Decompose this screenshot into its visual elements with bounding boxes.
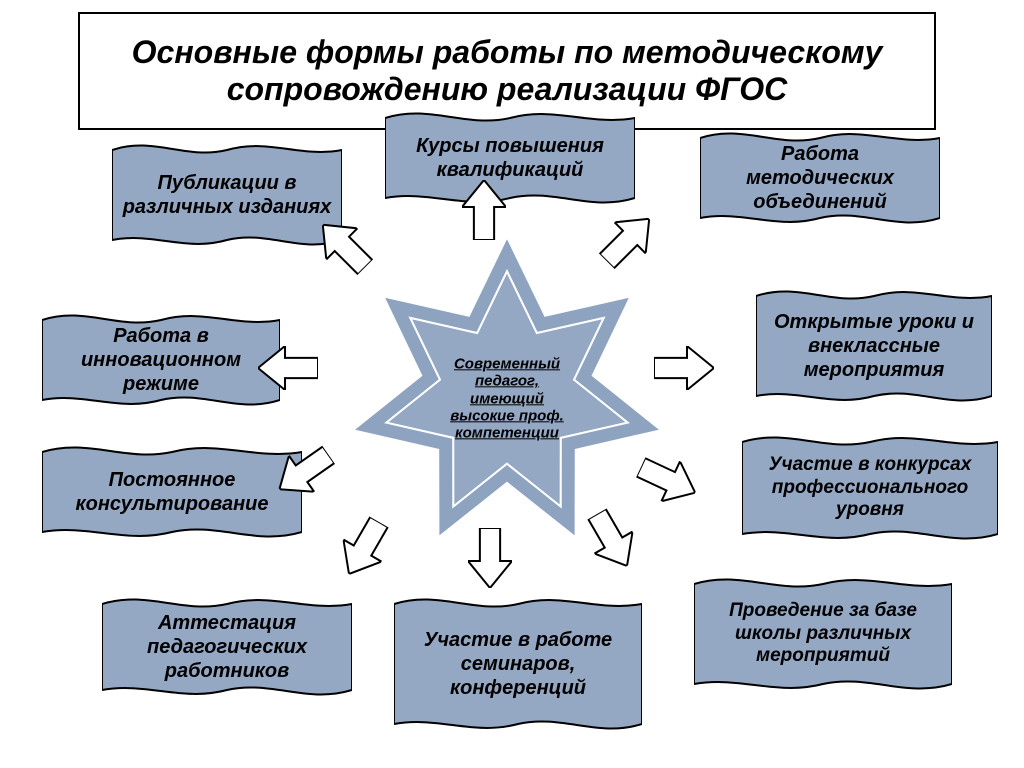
arrow-0	[462, 180, 506, 240]
center-star-text: Современный педагог, имеющий высокие про…	[437, 355, 577, 441]
arrow-3	[258, 346, 318, 390]
node-n-bm: Участие в работе семинаров, конференций	[394, 594, 642, 734]
node-label: Работа в инновационном режиме	[50, 324, 272, 396]
node-n-ml: Работа в инновационном режиме	[42, 310, 280, 410]
node-n-bl: Аттестация педагогических работников	[102, 594, 352, 700]
node-label: Аттестация педагогических работников	[110, 611, 344, 683]
node-label: Публикации в различных изданиях	[120, 171, 334, 219]
node-label: Курсы повышения квалификаций	[393, 134, 627, 182]
node-n-lll: Постоянное консультирование	[42, 442, 302, 542]
node-n-upr: Работа методических объединений	[700, 128, 940, 228]
diagram-canvas: Основные формы работы по методическому с…	[0, 0, 1024, 768]
node-label: Участие в конкурсах профессионального ур…	[750, 454, 990, 522]
node-n-br: Проведение за базе школы различных мероп…	[694, 574, 952, 694]
node-label: Постоянное консультирование	[50, 468, 294, 516]
node-n-upl: Публикации в различных изданиях	[112, 140, 342, 250]
center-star: Современный педагог, имеющий высокие про…	[342, 230, 672, 560]
node-n-llr: Участие в конкурсах профессионального ур…	[742, 432, 998, 544]
node-n-top: Курсы повышения квалификаций	[385, 108, 635, 208]
arrow-8	[468, 528, 512, 588]
node-label: Участие в работе семинаров, конференций	[402, 628, 634, 700]
node-label: Проведение за базе школы различных мероп…	[702, 600, 944, 668]
node-label: Работа методических объединений	[708, 142, 932, 214]
node-n-mr: Открытые уроки и внеклассные мероприятия	[756, 286, 992, 406]
arrow-4	[654, 346, 714, 390]
main-title-text: Основные формы работы по методическому с…	[90, 34, 924, 108]
node-label: Открытые уроки и внеклассные мероприятия	[764, 310, 984, 382]
